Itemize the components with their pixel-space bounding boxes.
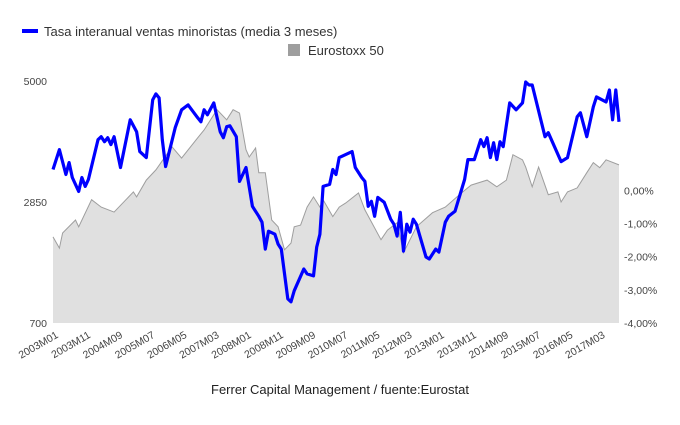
retail-sales-polyline xyxy=(51,80,621,304)
right-tick-label: 0,00% xyxy=(624,185,654,197)
right-tick-label: -1,00% xyxy=(624,219,657,231)
left-tick-label: 700 xyxy=(29,318,47,330)
left-axis: 5000 2850 700 xyxy=(24,76,48,330)
legend-label-retail: Tasa interanual ventas minoristas (media… xyxy=(44,24,337,39)
eurostoxx-area-fill xyxy=(53,109,619,323)
right-axis: 0,00% -1,00% -2,00% -3,00% -4,00% xyxy=(624,185,657,330)
chart-footer: Ferrer Capital Management / fuente:Euros… xyxy=(211,382,469,397)
x-axis: 2003M012003M112004M092005M072006M052007M… xyxy=(17,329,608,361)
eurostoxx-line xyxy=(52,108,620,255)
left-tick-label: 5000 xyxy=(24,76,48,88)
right-tick-label: -3,00% xyxy=(624,285,657,297)
left-tick-label: 2850 xyxy=(24,197,48,209)
legend-label-eurostoxx: Eurostoxx 50 xyxy=(308,43,384,58)
legend-area-swatch xyxy=(288,44,300,56)
right-tick-label: -4,00% xyxy=(624,318,657,330)
legend: Tasa interanual ventas minoristas (media… xyxy=(22,24,384,58)
eurostoxx-area xyxy=(52,108,620,323)
retail-sales-line xyxy=(51,80,621,304)
right-tick-label: -2,00% xyxy=(624,252,657,264)
